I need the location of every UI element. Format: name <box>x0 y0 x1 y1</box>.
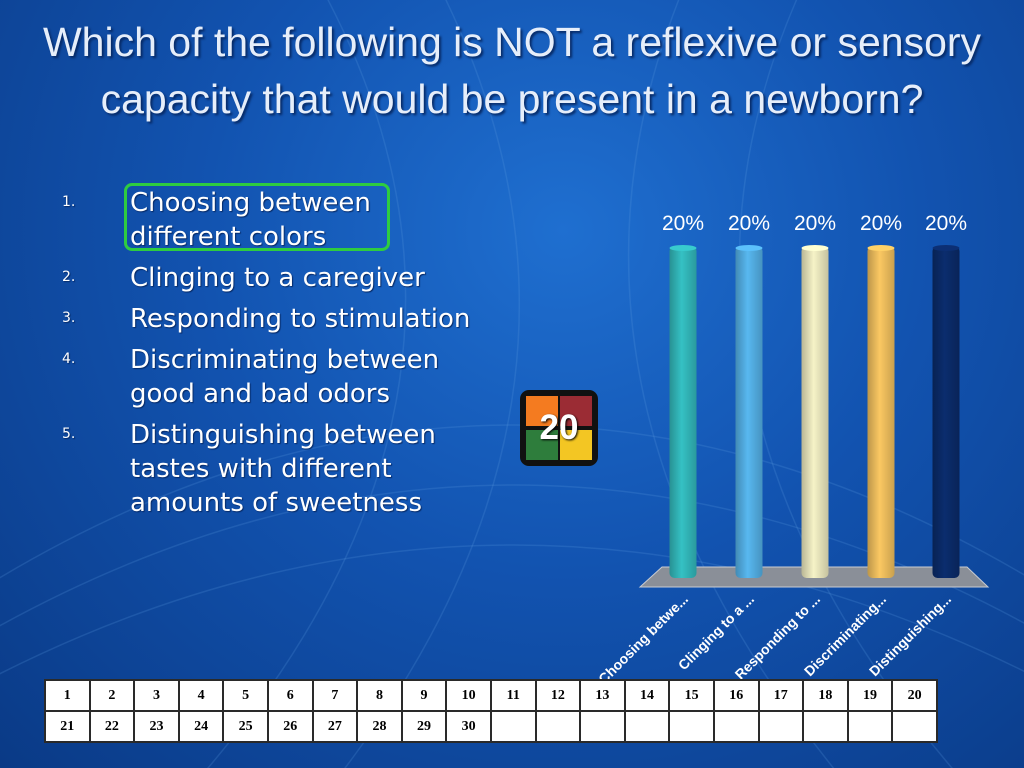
response-grid-cell: 30 <box>445 710 492 743</box>
response-grid-cell: 16 <box>712 679 760 712</box>
answer-option-2[interactable]: 2. Clinging to a caregiver <box>60 261 480 295</box>
answer-list: 1. Choosing between different colors 2. … <box>60 186 480 527</box>
answer-number: 1. <box>62 194 76 210</box>
response-grid-cell: 27 <box>311 710 359 743</box>
answer-text: Distinguishing between tastes with diffe… <box>130 420 436 518</box>
answer-number: 3. <box>62 310 76 326</box>
answer-number: 5. <box>62 426 76 442</box>
response-grid-cell: 9 <box>400 679 448 712</box>
bar-value-label: 20% <box>860 212 902 235</box>
bar-top <box>801 245 829 251</box>
response-grid-cell: 6 <box>266 679 314 712</box>
response-grid-cell: 21 <box>44 710 91 743</box>
response-grid-cell <box>712 710 760 743</box>
response-grid-cell: 28 <box>356 710 403 743</box>
response-grid-cell <box>846 710 894 743</box>
response-grid-cell: 11 <box>489 679 537 712</box>
response-grid-cell: 7 <box>311 679 359 712</box>
response-grid-cell <box>623 710 671 743</box>
bar <box>669 246 697 578</box>
response-grid-cell: 12 <box>534 679 582 712</box>
response-grid-row: 21 22 23 24 25 26 27 28 29 30 <box>44 710 938 743</box>
bar-value-label: 20% <box>662 212 704 235</box>
bar-value-label: 20% <box>728 212 770 235</box>
response-grid-cell: 1 <box>44 679 91 712</box>
answer-text: Choosing between different colors <box>130 188 371 252</box>
response-grid: 1 2 3 4 5 6 7 8 9 10 11 12 13 14 15 16 17 18 19 20 21 22 23 24 2… <box>44 679 938 743</box>
countdown-timer: 20 <box>520 390 598 466</box>
response-grid-cell <box>534 710 582 743</box>
response-grid-row: 1 2 3 4 5 6 7 8 9 10 11 12 13 14 15 16 17 18 19 20 <box>44 679 938 712</box>
response-grid-cell: 3 <box>133 679 180 712</box>
countdown-quadrant <box>560 396 592 426</box>
bar-top <box>867 245 895 251</box>
response-grid-cell: 14 <box>623 679 671 712</box>
response-grid-cell <box>579 710 626 743</box>
response-grid-cell: 8 <box>356 679 403 712</box>
response-grid-cell: 5 <box>222 679 269 712</box>
response-grid-cell: 2 <box>88 679 136 712</box>
correct-answer-highlight <box>124 183 390 251</box>
answer-text: Clinging to a caregiver <box>130 263 425 293</box>
countdown-value: 20 <box>539 408 579 447</box>
response-grid-cell <box>489 710 537 743</box>
response-grid-cell: 24 <box>177 710 225 743</box>
response-grid-cell <box>891 710 938 743</box>
response-grid-cell <box>668 710 715 743</box>
bar <box>801 246 829 578</box>
answer-option-4[interactable]: 4. Discriminating between good and bad o… <box>60 343 480 411</box>
countdown-quadrant <box>526 430 558 460</box>
response-grid-cell: 4 <box>177 679 225 712</box>
countdown-quadrant <box>526 396 558 426</box>
answer-option-1[interactable]: 1. Choosing between different colors <box>60 186 480 254</box>
response-grid-cell: 18 <box>802 679 849 712</box>
question-title: Which of the following is NOT a reflexiv… <box>42 19 982 122</box>
category-label: Choosing betwe... <box>595 591 691 687</box>
response-grid-cell: 29 <box>400 710 448 743</box>
response-grid-cell: 20 <box>891 679 938 712</box>
answer-number: 4. <box>62 351 76 367</box>
countdown-quadrant <box>560 430 592 460</box>
response-grid-cell: 19 <box>846 679 894 712</box>
bar <box>932 246 960 578</box>
answer-option-3[interactable]: 3. Responding to stimulation <box>60 302 480 336</box>
bar-top <box>932 245 960 251</box>
response-grid-cell: 23 <box>133 710 180 743</box>
bar-value-label: 20% <box>925 212 967 235</box>
response-grid-cell: 10 <box>445 679 492 712</box>
answer-number: 2. <box>62 269 76 285</box>
bar-top <box>735 245 763 251</box>
bar-value-label: 20% <box>794 212 836 235</box>
response-grid-cell <box>757 710 805 743</box>
bar <box>867 246 895 578</box>
response-grid-cell: 26 <box>266 710 314 743</box>
response-grid-cell: 13 <box>579 679 626 712</box>
answer-text: Responding to stimulation <box>130 304 471 334</box>
answer-option-5[interactable]: 5. Distinguishing between tastes with di… <box>60 418 480 520</box>
response-grid-cell: 22 <box>88 710 136 743</box>
bar-top <box>669 245 697 251</box>
response-grid-cell <box>802 710 849 743</box>
response-grid-cell: 25 <box>222 710 269 743</box>
answer-text: Discriminating between good and bad odor… <box>130 345 440 409</box>
bar <box>735 246 763 578</box>
response-grid-cell: 15 <box>668 679 715 712</box>
response-grid-cell: 17 <box>757 679 805 712</box>
